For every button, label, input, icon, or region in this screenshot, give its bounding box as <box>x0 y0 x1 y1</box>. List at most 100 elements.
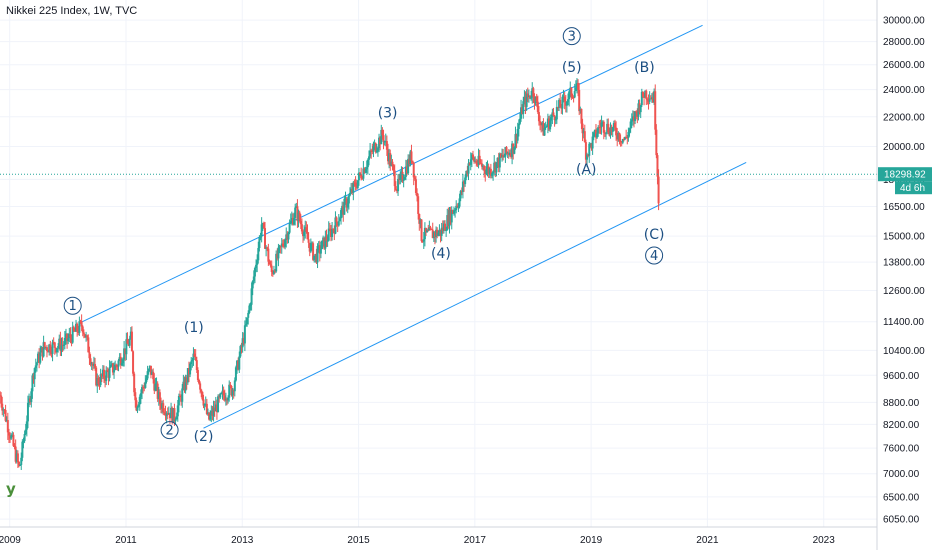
candle-body <box>324 236 327 249</box>
candle-body <box>383 141 386 143</box>
time-axis[interactable]: 2009 2011 2013 2015 2017 2019 2021 2023 <box>0 535 835 546</box>
candle-body <box>286 234 289 240</box>
candle-body <box>106 370 109 372</box>
candle-body <box>477 155 480 165</box>
candle-body <box>644 90 647 98</box>
price-axis[interactable]: 30000.00 28000.00 26000.00 24000.00 22000.00… <box>883 16 925 526</box>
candle-body <box>95 367 98 386</box>
candle-body <box>288 223 291 233</box>
candle-body <box>202 399 205 406</box>
candle-body <box>10 435 13 439</box>
candle-body <box>654 91 657 130</box>
candle-body <box>128 338 131 346</box>
candle-body <box>66 333 69 342</box>
candle-body <box>310 243 313 245</box>
x-tick-label: 2009 <box>0 535 21 546</box>
candle-body <box>180 396 183 402</box>
candle-body <box>609 127 612 136</box>
candle-body <box>334 217 337 234</box>
candle-body <box>483 166 486 171</box>
candle-body <box>600 122 603 128</box>
candle-body <box>482 166 485 168</box>
candle-body <box>570 87 573 97</box>
candle-body <box>6 420 9 433</box>
candle-body <box>613 123 616 128</box>
candle-body <box>51 342 54 354</box>
candle-body <box>400 171 403 175</box>
candle-body <box>115 364 118 367</box>
candle-body <box>255 264 258 269</box>
candle-body <box>227 397 230 401</box>
candle-body <box>488 168 491 174</box>
candle-body <box>355 186 358 188</box>
candle-body <box>171 407 174 423</box>
candle-body <box>597 127 600 134</box>
candle-body <box>34 365 37 369</box>
candle-body <box>429 227 432 230</box>
candle-body <box>639 105 642 113</box>
candle-body <box>579 108 582 112</box>
candle-body <box>409 151 412 165</box>
candle-body <box>498 153 501 168</box>
candle-body <box>295 206 298 208</box>
candle-body <box>42 342 45 357</box>
candle-body <box>404 166 407 177</box>
candle-body <box>194 356 197 361</box>
candle-body <box>484 170 487 175</box>
candle-body <box>325 236 328 242</box>
candle-body <box>298 212 301 221</box>
channel-lines <box>82 24 747 429</box>
candle-body <box>305 227 308 232</box>
candle-body <box>283 245 286 247</box>
candle-body <box>417 196 420 214</box>
channel-line[interactable] <box>203 162 747 429</box>
candle-body <box>315 254 318 263</box>
candle-body <box>357 172 360 181</box>
candle-body <box>138 396 141 405</box>
candle-body <box>548 118 551 130</box>
candle-body <box>99 374 102 386</box>
candle-body <box>195 360 198 371</box>
candle-body <box>527 95 530 98</box>
candle-body <box>489 168 492 176</box>
candle-body <box>593 129 596 133</box>
candle-body <box>486 166 489 170</box>
candle-body <box>1 403 4 411</box>
candle-body <box>634 111 637 121</box>
candle-body <box>321 240 324 250</box>
candle-body <box>551 112 554 118</box>
y-tick-label: 8200.00 <box>883 420 920 431</box>
candle-body <box>116 366 119 368</box>
candle-body <box>118 356 121 361</box>
candle-body <box>493 162 496 172</box>
candle-body <box>44 347 47 349</box>
grid-lines <box>0 0 877 527</box>
candle-body <box>24 429 27 435</box>
countdown-box <box>895 181 932 195</box>
candle-body <box>504 147 507 157</box>
candle-body <box>146 371 149 379</box>
candle-body <box>183 381 186 391</box>
candle-body <box>35 362 38 366</box>
candle-body <box>71 326 74 343</box>
candle-body <box>514 134 517 148</box>
candle-body <box>379 137 382 145</box>
wave-label: (C) <box>644 227 665 243</box>
candle-body <box>111 363 114 373</box>
candle-body <box>167 412 170 415</box>
candle-body <box>360 174 363 179</box>
candle-body <box>367 156 370 160</box>
candle-body <box>643 96 646 98</box>
candle-body <box>605 132 608 134</box>
candle-body <box>567 99 570 102</box>
candle-body <box>389 153 392 166</box>
channel-line[interactable] <box>82 24 703 323</box>
candle-body <box>656 155 659 177</box>
candle-body <box>49 344 52 353</box>
candle-body <box>200 389 203 392</box>
candle-body <box>156 383 159 399</box>
candle-body <box>471 154 474 158</box>
candle-body <box>284 239 287 247</box>
candle-body <box>469 159 472 165</box>
